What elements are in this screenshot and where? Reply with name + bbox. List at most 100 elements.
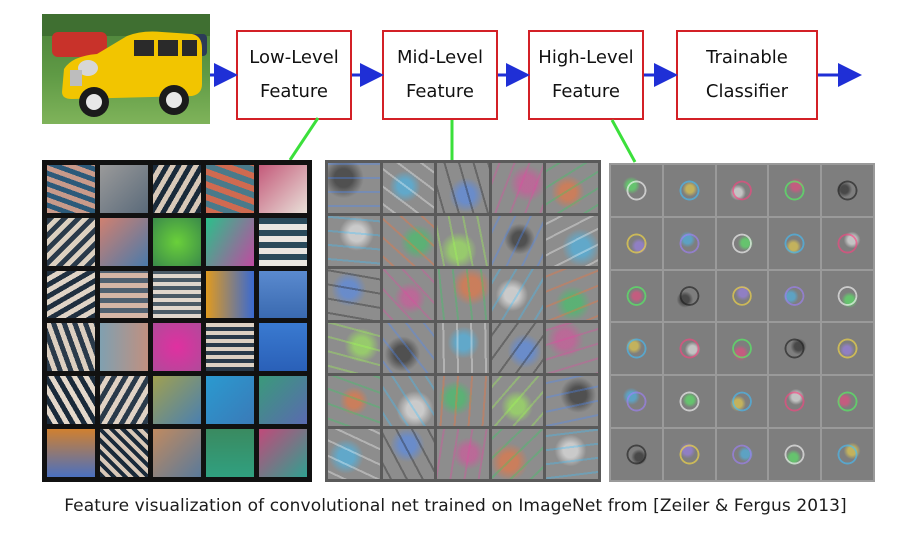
link-line bbox=[610, 119, 637, 163]
feature-tile bbox=[663, 323, 715, 375]
feature-tile bbox=[663, 270, 715, 322]
feature-tile bbox=[663, 217, 715, 269]
feature-tile bbox=[153, 429, 201, 477]
feature-tile bbox=[491, 163, 544, 214]
feature-tile bbox=[47, 323, 95, 372]
feature-tile bbox=[611, 165, 662, 216]
feature-tile bbox=[437, 269, 489, 320]
feature-tile bbox=[47, 217, 95, 266]
feature-tile bbox=[153, 376, 201, 425]
feature-tile bbox=[769, 270, 821, 322]
feature-tile bbox=[153, 165, 201, 213]
stage-low-level-feature: Low-Level Feature bbox=[236, 30, 352, 120]
feature-tile bbox=[328, 269, 380, 320]
feature-tile bbox=[822, 217, 873, 269]
feature-tile bbox=[382, 428, 435, 479]
feature-tile bbox=[382, 163, 435, 214]
feature-tile bbox=[47, 270, 95, 319]
feature-tile bbox=[546, 269, 598, 320]
high-level-features-grid bbox=[609, 163, 875, 482]
feature-tile bbox=[716, 270, 768, 322]
stage-label-line1: Trainable bbox=[706, 47, 788, 68]
feature-tile bbox=[206, 376, 254, 425]
feature-tile bbox=[100, 429, 148, 477]
feature-tile bbox=[822, 429, 873, 480]
feature-tile bbox=[769, 376, 821, 428]
feature-tile bbox=[259, 217, 307, 266]
feature-tile bbox=[491, 322, 544, 373]
feature-tile bbox=[546, 216, 598, 267]
feature-tile bbox=[382, 269, 435, 320]
input-car-image bbox=[42, 14, 210, 124]
feature-tile bbox=[437, 163, 489, 214]
feature-tile bbox=[822, 270, 873, 322]
feature-tile bbox=[769, 323, 821, 375]
stage-label-line1: Mid-Level bbox=[397, 47, 483, 68]
feature-tile bbox=[769, 217, 821, 269]
feature-tile bbox=[663, 376, 715, 428]
feature-tile bbox=[546, 322, 598, 373]
feature-tile bbox=[47, 429, 95, 477]
feature-tile bbox=[716, 376, 768, 428]
feature-tile bbox=[206, 429, 254, 477]
feature-tile bbox=[47, 165, 95, 213]
figure-caption: Feature visualization of convolutional n… bbox=[64, 496, 847, 516]
feature-tile bbox=[822, 376, 873, 428]
feature-tile bbox=[716, 165, 768, 216]
feature-tile bbox=[100, 270, 148, 319]
feature-tile bbox=[611, 270, 662, 322]
stage-label-line2: Feature bbox=[259, 81, 329, 102]
feature-tile bbox=[206, 323, 254, 372]
feature-tile bbox=[259, 270, 307, 319]
feature-tile bbox=[100, 376, 148, 425]
stage-trainable-classifier: Trainable Classifier bbox=[676, 30, 818, 120]
feature-tile bbox=[437, 375, 489, 426]
feature-tile bbox=[491, 216, 544, 267]
link-line bbox=[288, 117, 320, 161]
feature-tile bbox=[611, 376, 662, 428]
feature-tile bbox=[382, 322, 435, 373]
feature-tile bbox=[437, 322, 489, 373]
feature-tile bbox=[100, 323, 148, 372]
feature-tile bbox=[153, 323, 201, 372]
feature-tile bbox=[382, 216, 435, 267]
feature-tile bbox=[328, 322, 380, 373]
feature-tile bbox=[769, 429, 821, 480]
feature-tile bbox=[546, 428, 598, 479]
feature-tile bbox=[382, 375, 435, 426]
low-level-filters-grid bbox=[42, 160, 312, 482]
feature-tile bbox=[491, 428, 544, 479]
feature-tile bbox=[259, 323, 307, 372]
feature-tile bbox=[328, 163, 380, 214]
feature-tile bbox=[259, 165, 307, 213]
feature-tile bbox=[206, 165, 254, 213]
feature-tile bbox=[546, 375, 598, 426]
feature-tile bbox=[769, 165, 821, 216]
feature-tile bbox=[100, 217, 148, 266]
stage-label-line2: Feature bbox=[551, 81, 621, 102]
feature-tile bbox=[716, 217, 768, 269]
feature-tile bbox=[100, 165, 148, 213]
feature-tile bbox=[206, 270, 254, 319]
feature-tile bbox=[663, 165, 715, 216]
feature-tile bbox=[153, 270, 201, 319]
feature-tile bbox=[491, 375, 544, 426]
feature-tile bbox=[546, 163, 598, 214]
feature-tile bbox=[259, 429, 307, 477]
mid-level-features-grid bbox=[325, 160, 601, 482]
feature-tile bbox=[611, 323, 662, 375]
stage-mid-level-feature: Mid-Level Feature bbox=[382, 30, 498, 120]
feature-tile bbox=[328, 375, 380, 426]
feature-tile bbox=[153, 217, 201, 266]
feature-tile bbox=[822, 323, 873, 375]
feature-tile bbox=[611, 217, 662, 269]
feature-tile bbox=[437, 428, 489, 479]
feature-tile bbox=[716, 429, 768, 480]
feature-tile bbox=[47, 376, 95, 425]
feature-tile bbox=[328, 428, 380, 479]
stage-label-line2: Classifier bbox=[705, 81, 789, 102]
stage-label-line2: Feature bbox=[405, 81, 475, 102]
stage-label-line1: High-Level bbox=[538, 47, 634, 68]
feature-tile bbox=[259, 376, 307, 425]
